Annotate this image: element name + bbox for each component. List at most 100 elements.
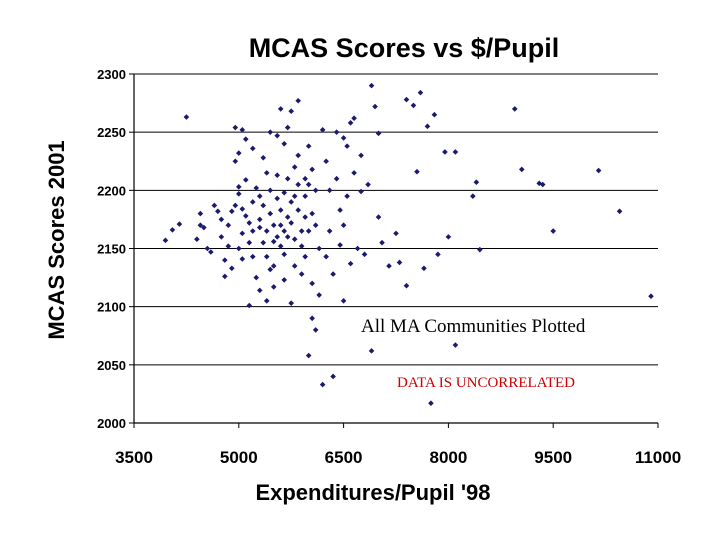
data-point-40 xyxy=(249,253,256,260)
data-point-170 xyxy=(648,293,654,299)
data-point-119 xyxy=(333,129,340,135)
data-point-144 xyxy=(393,230,399,237)
data-point-100 xyxy=(305,228,312,234)
data-point-8 xyxy=(204,245,211,252)
x-tick-label-5: 11000 xyxy=(635,448,681,467)
data-point-133 xyxy=(358,152,364,159)
y-tick-label-6: 2300 xyxy=(97,67,126,82)
y-axis-ticks: 2000 2050 2100 2150 2200 2250 2300 xyxy=(97,67,134,431)
data-point-126 xyxy=(344,143,350,149)
data-point-143 xyxy=(386,263,392,269)
data-point-41 xyxy=(253,185,260,191)
data-point-108 xyxy=(312,327,319,333)
data-point-154 xyxy=(431,111,438,118)
data-point-93 xyxy=(298,271,305,277)
data-point-162 xyxy=(477,246,483,253)
data-point-51 xyxy=(263,228,270,234)
y-tick-label-0: 2000 xyxy=(97,416,126,431)
data-point-70 xyxy=(281,141,288,147)
data-point-134 xyxy=(358,188,364,195)
data-point-90 xyxy=(295,97,301,104)
data-point-111 xyxy=(319,127,326,133)
data-point-79 xyxy=(288,199,294,205)
data-point-159 xyxy=(452,342,459,348)
data-point-54 xyxy=(267,187,274,194)
data-point-112 xyxy=(319,381,326,388)
y-tick-label-3: 2150 xyxy=(97,242,126,257)
data-point-13 xyxy=(218,234,225,240)
data-point-139 xyxy=(372,103,378,110)
data-point-95 xyxy=(302,193,308,199)
data-point-153 xyxy=(428,400,434,407)
data-point-118 xyxy=(330,373,336,380)
data-point-137 xyxy=(368,82,375,89)
y-tick-label-5: 2250 xyxy=(97,125,126,140)
data-point-29 xyxy=(239,230,246,237)
annotation-all-communities: All MA Communities Plotted xyxy=(361,316,586,337)
data-point-129 xyxy=(347,260,354,267)
data-point-23 xyxy=(236,150,242,156)
data-point-0 xyxy=(162,237,169,244)
data-point-125 xyxy=(340,298,347,304)
chart-title: MCAS Scores vs $/Pupil xyxy=(249,33,560,63)
data-point-114 xyxy=(323,158,329,165)
data-point-53 xyxy=(263,298,270,304)
data-point-56 xyxy=(267,129,274,135)
data-point-85 xyxy=(291,236,298,242)
data-point-160 xyxy=(470,193,476,199)
data-point-43 xyxy=(256,193,263,199)
data-point-58 xyxy=(270,222,277,229)
data-point-44 xyxy=(256,216,263,223)
data-point-25 xyxy=(236,245,242,252)
data-point-24 xyxy=(236,191,242,197)
data-point-86 xyxy=(291,263,298,269)
data-point-109 xyxy=(316,292,322,298)
data-point-110 xyxy=(316,245,322,252)
data-points xyxy=(162,82,654,407)
data-point-61 xyxy=(270,284,277,290)
x-axis-ticks: 3500 5000 6500 8000 9500 11000 xyxy=(115,423,681,467)
data-point-68 xyxy=(277,243,284,249)
data-point-38 xyxy=(249,145,256,152)
data-point-104 xyxy=(309,280,315,287)
data-point-39 xyxy=(249,228,256,234)
data-point-47 xyxy=(260,154,267,161)
data-point-117 xyxy=(330,271,336,277)
data-point-102 xyxy=(309,166,315,173)
data-point-135 xyxy=(361,251,368,258)
data-point-4 xyxy=(194,236,200,242)
data-point-27 xyxy=(239,127,246,133)
data-point-6 xyxy=(197,210,204,217)
data-point-60 xyxy=(270,263,277,269)
data-point-78 xyxy=(284,234,291,240)
data-point-28 xyxy=(239,206,246,212)
data-point-164 xyxy=(518,166,525,173)
data-point-138 xyxy=(368,348,375,354)
data-point-57 xyxy=(267,266,274,273)
data-point-140 xyxy=(375,130,382,137)
data-point-92 xyxy=(298,243,305,249)
data-point-76 xyxy=(284,175,291,182)
data-point-106 xyxy=(312,187,319,194)
data-point-83 xyxy=(291,164,298,170)
data-point-116 xyxy=(326,187,333,194)
y-axis-label: MCAS Scores 2001 xyxy=(44,140,69,339)
data-point-77 xyxy=(284,214,291,220)
x-tick-label-3: 8000 xyxy=(429,448,467,467)
data-point-115 xyxy=(326,228,333,234)
x-tick-label-4: 9500 xyxy=(534,448,572,467)
data-point-131 xyxy=(351,170,357,176)
data-point-161 xyxy=(473,179,480,185)
data-point-65 xyxy=(274,132,281,139)
data-point-124 xyxy=(340,222,347,229)
data-point-7 xyxy=(201,224,207,231)
data-point-63 xyxy=(274,195,281,202)
data-point-35 xyxy=(246,220,253,226)
data-point-30 xyxy=(239,256,246,262)
data-point-48 xyxy=(260,202,267,209)
data-point-19 xyxy=(229,265,235,272)
x-axis-label: Expenditures/Pupil '98 xyxy=(255,480,490,505)
data-point-59 xyxy=(270,238,277,245)
